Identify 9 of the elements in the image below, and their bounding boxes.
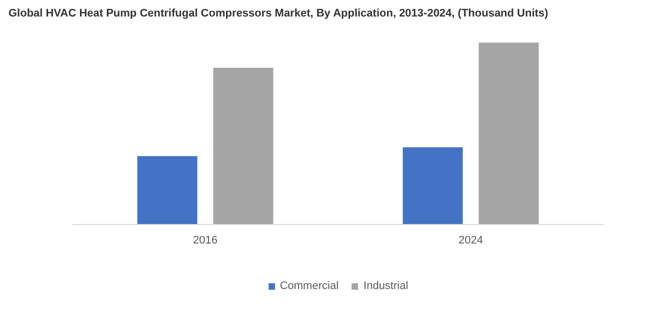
bar — [213, 68, 274, 224]
x-tick-label: 2016 — [193, 234, 218, 246]
chart-title: Global HVAC Heat Pump Centrifugal Compressors Market, By Application, 2013-2024, (Thousand Units) — [8, 8, 549, 20]
x-tick-label: 2024 — [458, 234, 483, 246]
legend-label: Industrial — [364, 280, 408, 292]
bar — [478, 42, 539, 224]
bar — [137, 156, 198, 224]
bar — [402, 147, 463, 224]
legend-label: Commercial — [280, 280, 339, 292]
